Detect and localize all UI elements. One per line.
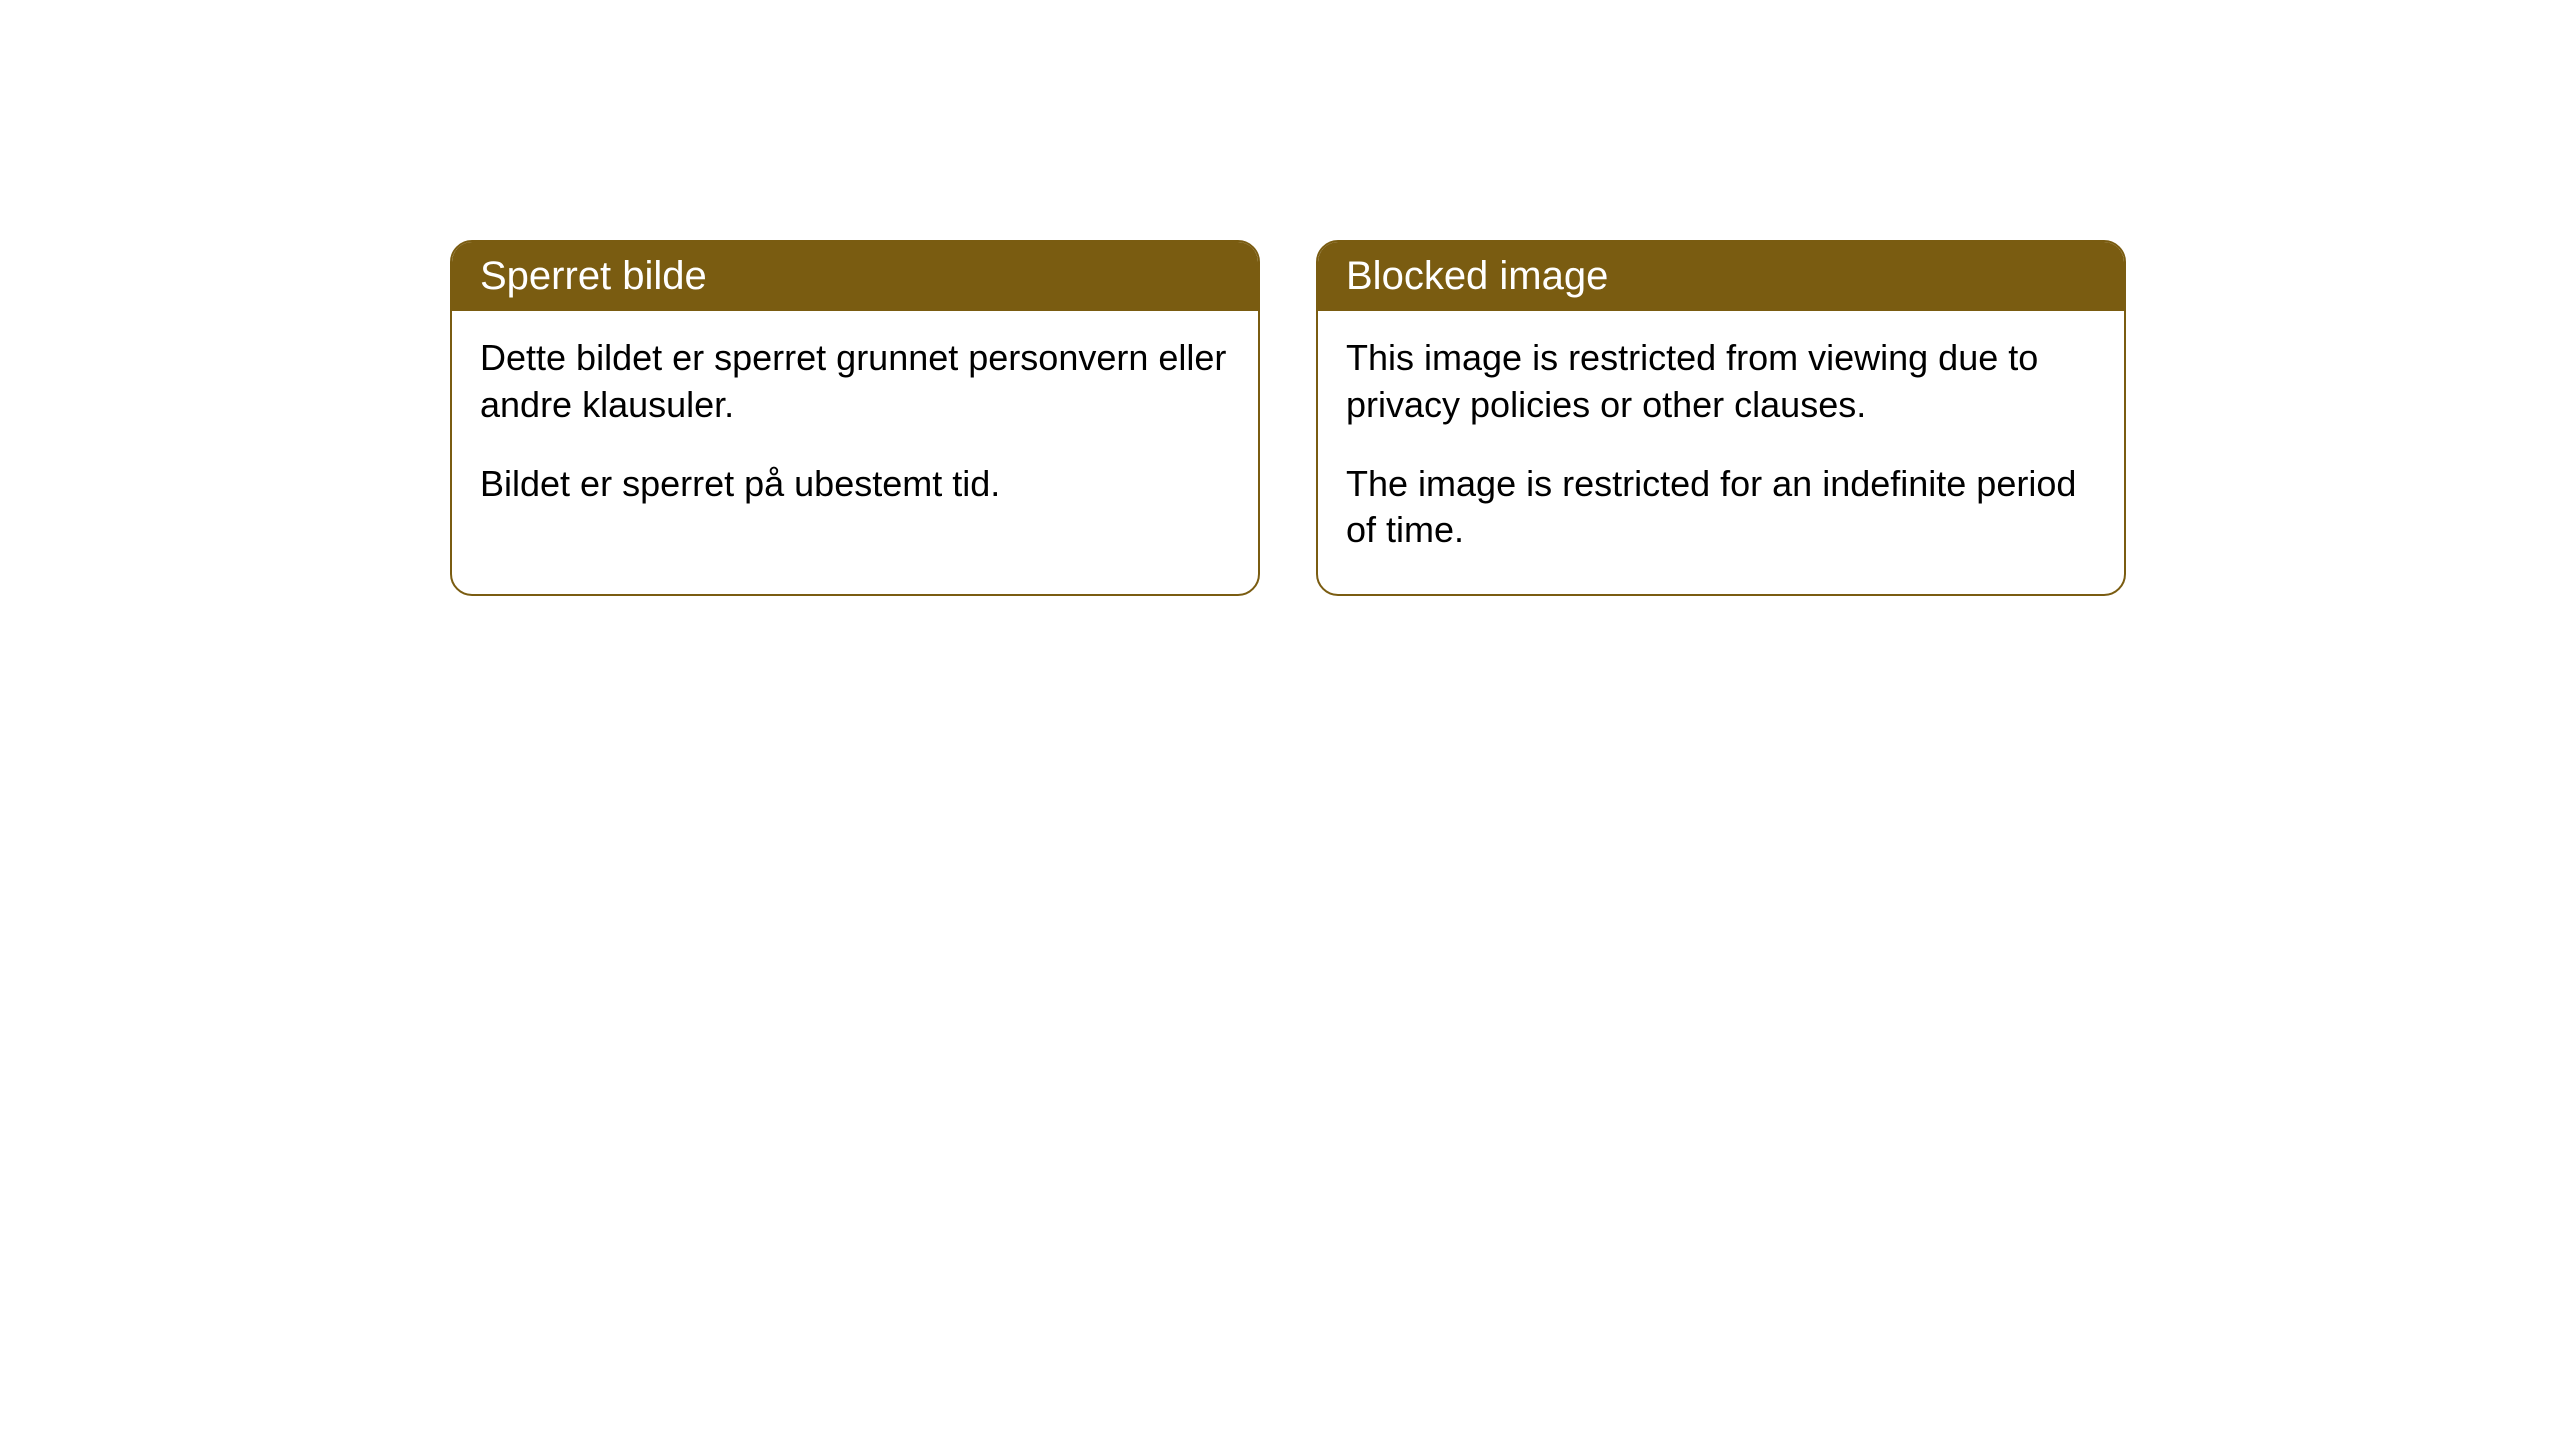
card-title: Blocked image [1346, 254, 1608, 298]
card-body-english: This image is restricted from viewing du… [1318, 311, 2124, 594]
card-header-norwegian: Sperret bilde [452, 242, 1258, 311]
card-body-norwegian: Dette bildet er sperret grunnet personve… [452, 311, 1258, 547]
blocked-image-card-english: Blocked image This image is restricted f… [1316, 240, 2126, 596]
blocked-image-card-norwegian: Sperret bilde Dette bildet er sperret gr… [450, 240, 1260, 596]
notice-cards-container: Sperret bilde Dette bildet er sperret gr… [450, 240, 2126, 596]
card-paragraph-2: Bildet er sperret på ubestemt tid. [480, 461, 1230, 508]
card-paragraph-1: This image is restricted from viewing du… [1346, 335, 2096, 429]
card-paragraph-2: The image is restricted for an indefinit… [1346, 461, 2096, 555]
card-paragraph-1: Dette bildet er sperret grunnet personve… [480, 335, 1230, 429]
card-title: Sperret bilde [480, 254, 707, 298]
card-header-english: Blocked image [1318, 242, 2124, 311]
